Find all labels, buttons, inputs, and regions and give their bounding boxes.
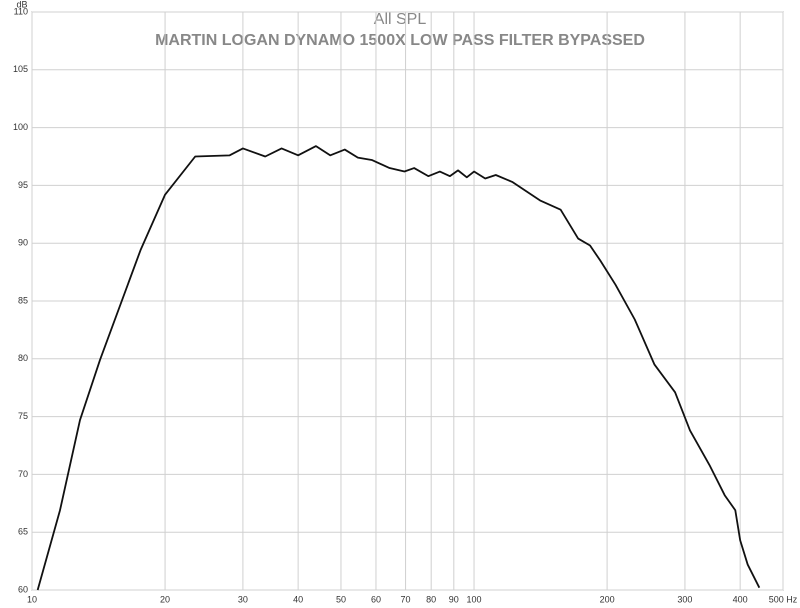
response-line xyxy=(36,145,761,591)
y-tick-label: 110 xyxy=(14,6,28,16)
x-tick-label: 70 xyxy=(401,594,411,604)
x-tick-label: 50 xyxy=(336,594,346,604)
x-tick-label: 20 xyxy=(160,594,170,604)
y-tick-label: 60 xyxy=(18,584,28,594)
y-tick-label: 80 xyxy=(18,353,28,363)
y-axis-label: dB xyxy=(16,0,27,9)
x-tick-label: 100 xyxy=(467,594,482,604)
x-tick-label: 90 xyxy=(449,594,459,604)
y-tick-label: 105 xyxy=(13,64,28,74)
chart-subtitle: MARTIN LOGAN DYNAMO 1500X LOW PASS FILTE… xyxy=(155,32,645,49)
y-tick-label: 65 xyxy=(18,527,28,537)
x-tick-label: 60 xyxy=(371,594,381,604)
x-tick-label: 200 xyxy=(600,594,615,604)
x-tick-label: 500 Hz xyxy=(769,594,798,604)
y-tick-label: 85 xyxy=(18,295,28,305)
y-tick-label: 90 xyxy=(18,238,28,248)
x-tick-label: 40 xyxy=(293,594,303,604)
y-tick-label: 75 xyxy=(18,411,28,421)
x-tick-label: 300 xyxy=(677,594,692,604)
chart-title: All SPL xyxy=(374,11,427,28)
x-tick-label: 10 xyxy=(27,594,37,604)
x-tick-label: 30 xyxy=(238,594,248,604)
x-tick-label: 80 xyxy=(426,594,436,604)
y-tick-label: 100 xyxy=(13,122,28,132)
y-tick-label: 95 xyxy=(18,180,28,190)
x-tick-label: 400 xyxy=(733,594,748,604)
y-tick-label: 70 xyxy=(18,469,28,479)
